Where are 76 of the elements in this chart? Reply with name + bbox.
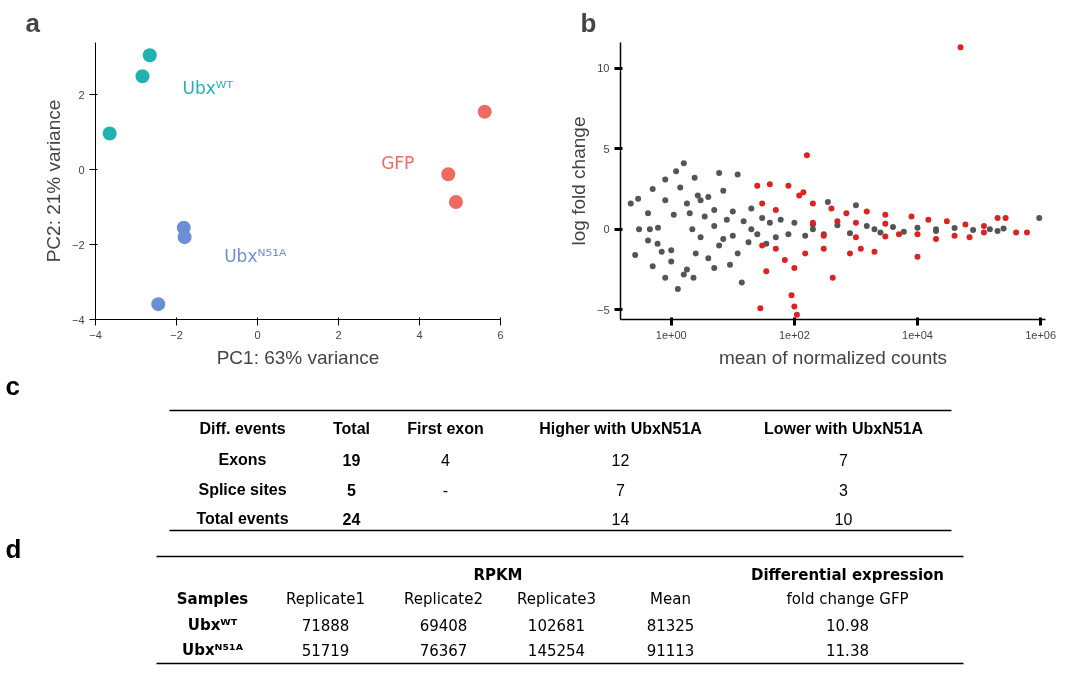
point bbox=[177, 230, 192, 245]
x-tick-label: 2 bbox=[335, 328, 342, 341]
category-label: fold change GFP bbox=[786, 589, 909, 608]
x-axis-title: PC1: 63% variance bbox=[216, 346, 380, 368]
category-label: Higher with UbxN51A bbox=[539, 420, 703, 437]
y-tick-label: −4 bbox=[71, 313, 85, 326]
category-label: Replicate1 bbox=[286, 589, 365, 608]
text: 76367 bbox=[419, 641, 468, 660]
category-label: First exon bbox=[407, 420, 484, 437]
category-label: Lower with UbxN51A bbox=[763, 420, 924, 437]
category-label: Ubxᵂᵀ bbox=[187, 615, 238, 634]
y-tick-label: 10 bbox=[597, 62, 610, 75]
text: 12 bbox=[611, 451, 630, 469]
y-tick-label: −5 bbox=[596, 303, 610, 316]
text: 7 bbox=[616, 481, 625, 499]
text: 19 bbox=[342, 451, 361, 469]
text: d bbox=[5, 533, 22, 564]
text: 7 bbox=[839, 451, 848, 469]
text: 145254 bbox=[527, 641, 586, 660]
x-tick-label: 1e+02 bbox=[778, 328, 810, 341]
y-tick-label: 0 bbox=[603, 223, 610, 236]
point bbox=[441, 167, 456, 182]
text: 10 bbox=[834, 510, 853, 528]
x-tick-label: 0 bbox=[254, 328, 261, 341]
point bbox=[151, 297, 166, 312]
point bbox=[102, 126, 117, 141]
y-tick-label: 5 bbox=[603, 142, 610, 155]
y-tick-label: 0 bbox=[78, 163, 85, 176]
chart-title: a bbox=[25, 7, 41, 38]
text: 102681 bbox=[527, 616, 586, 635]
category-label: Total events bbox=[196, 510, 289, 527]
x-tick-label: −2 bbox=[170, 328, 183, 341]
category-label: Replicate3 bbox=[517, 589, 596, 608]
text: 14 bbox=[611, 510, 630, 528]
series-label: Ubxᵂᵀ bbox=[182, 78, 234, 99]
text: 4 bbox=[441, 451, 450, 469]
x-tick-label: 4 bbox=[416, 328, 423, 341]
category-label: Mean bbox=[650, 589, 691, 608]
text: 91113 bbox=[646, 641, 695, 660]
chart-title: b bbox=[580, 7, 597, 38]
text: 24 bbox=[342, 510, 361, 528]
text: 51719 bbox=[301, 641, 350, 660]
text: 5 bbox=[347, 481, 356, 499]
text: 81325 bbox=[646, 616, 695, 635]
x-axis-title: mean of normalized counts bbox=[718, 346, 948, 368]
series-label: GFP bbox=[381, 152, 415, 173]
text: - bbox=[442, 481, 449, 499]
category-label: Exons bbox=[218, 451, 267, 468]
text: 71888 bbox=[301, 616, 350, 635]
text: c bbox=[5, 370, 20, 401]
category-label: Diff. events bbox=[199, 420, 286, 437]
text: 69408 bbox=[419, 616, 468, 635]
text: RPKM bbox=[473, 565, 523, 584]
x-tick-label: 6 bbox=[497, 328, 504, 341]
point bbox=[448, 194, 463, 209]
category-label: Replicate2 bbox=[404, 589, 483, 608]
category-label: Total bbox=[332, 420, 371, 437]
y-tick-label: −2 bbox=[71, 238, 85, 251]
text: 11.38 bbox=[826, 641, 869, 660]
y-axis-title: log fold change bbox=[567, 116, 589, 246]
y-tick-label: 2 bbox=[78, 88, 85, 101]
y-axis-title: PC2: 21% variance bbox=[42, 99, 64, 263]
series-label: Ubxᴺ⁵¹ᴬ bbox=[224, 246, 288, 267]
point bbox=[135, 69, 150, 84]
text: 10.98 bbox=[826, 616, 869, 635]
text: 3 bbox=[839, 481, 848, 499]
point bbox=[142, 48, 157, 63]
category-label: Ubxᴺ⁵¹ᴬ bbox=[182, 640, 243, 659]
point bbox=[477, 104, 492, 119]
x-tick-label: 1e+06 bbox=[1025, 328, 1057, 341]
category-label: Splice sites bbox=[198, 481, 287, 498]
category-label: Samples bbox=[176, 589, 249, 608]
x-tick-label: −4 bbox=[89, 328, 102, 341]
text: Differential expression bbox=[750, 565, 945, 584]
x-tick-label: 1e+04 bbox=[902, 328, 933, 341]
x-tick-label: 1e+00 bbox=[655, 328, 687, 341]
